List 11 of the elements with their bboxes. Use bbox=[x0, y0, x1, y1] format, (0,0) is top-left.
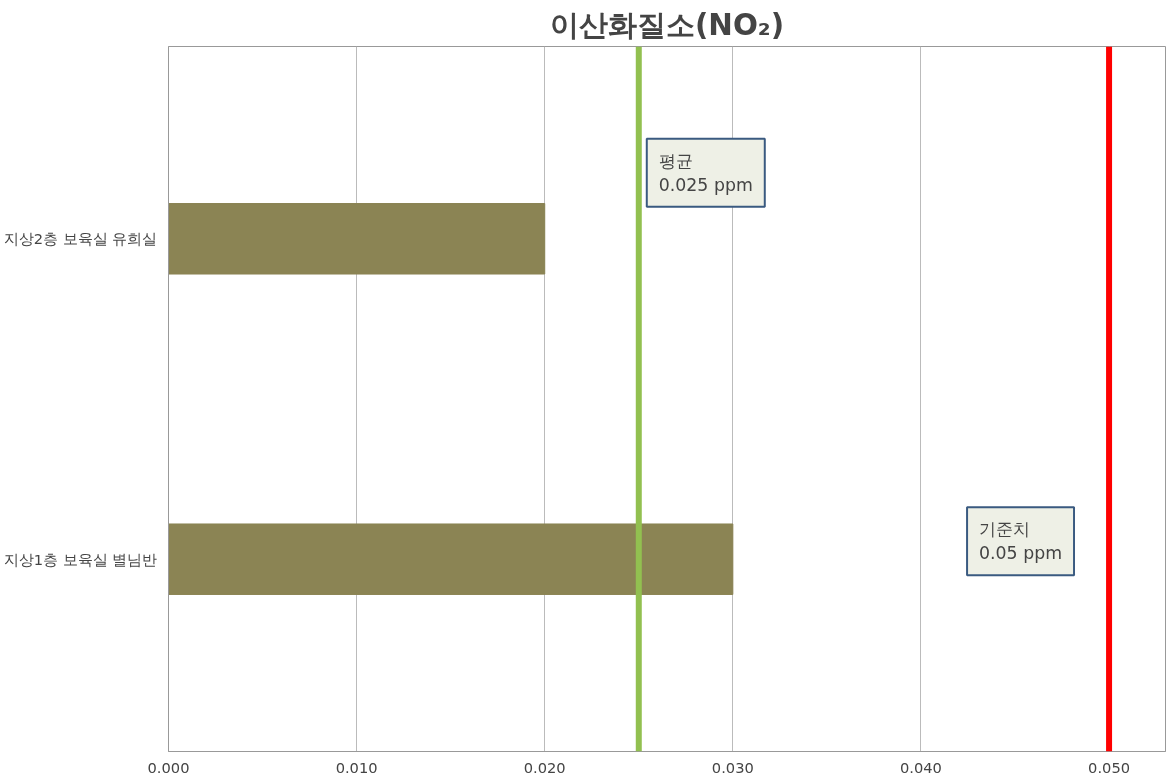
x-tick-label: 0.040 bbox=[899, 758, 942, 776]
ref-line-label: 기준치 0.05 ppm bbox=[979, 519, 1063, 564]
y-tick-label: 지상2층 보육실 유희실 bbox=[3, 230, 158, 248]
x-tick-label: 0.000 bbox=[147, 758, 190, 776]
y-tick-label: 지상1층 보육실 별님반 bbox=[3, 550, 158, 568]
x-tick-label: 0.030 bbox=[711, 758, 754, 776]
ref-line-label: 평균 0.025 ppm bbox=[658, 150, 753, 195]
x-tick-label: 0.010 bbox=[335, 758, 378, 776]
chart-title: 이산화질소(NO₂) bbox=[549, 7, 785, 42]
x-tick-label: 0.050 bbox=[1088, 758, 1131, 776]
x-tick-label: 0.020 bbox=[523, 758, 566, 776]
